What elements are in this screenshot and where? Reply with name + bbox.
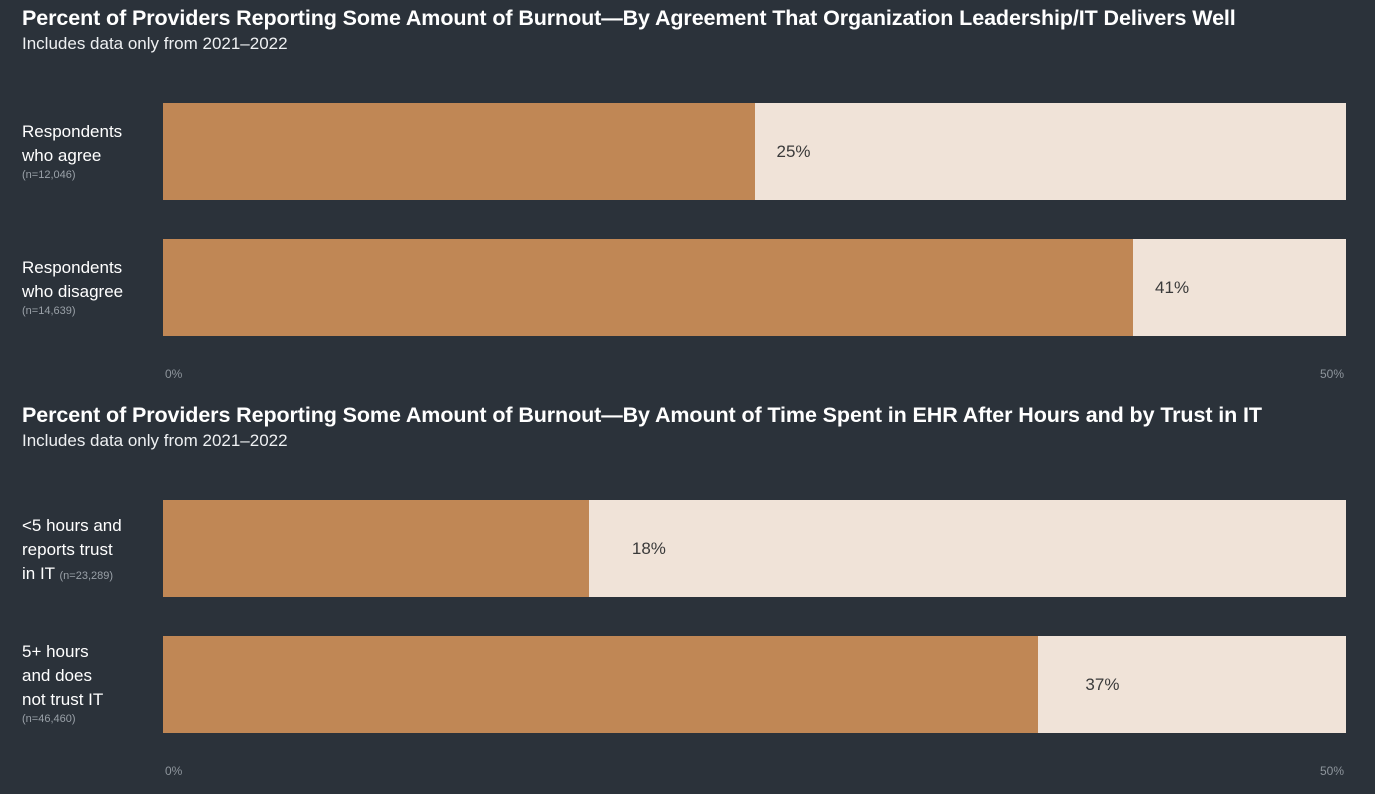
sample-size: (n=46,460) <box>22 713 76 725</box>
category-label-line3: in IT <box>22 564 55 583</box>
x-tick-label: 0% <box>165 367 183 381</box>
category-label-agree: Respondents who agree (n=12,046) <box>22 120 157 182</box>
x-tick-label: 50% <box>1320 764 1345 778</box>
data-label: 37% <box>1085 674 1120 694</box>
bar-track: 18% <box>163 500 1346 597</box>
data-label: 41% <box>1155 277 1190 297</box>
bar <box>163 500 589 597</box>
category-label-line1: Respondents <box>22 258 123 277</box>
bar <box>163 103 755 200</box>
chart-subtitle: Includes data only from 2021–2022 <box>22 431 288 450</box>
bar-track: 41% <box>163 239 1346 336</box>
chart-panel-1: Percent of Providers Reporting Some Amou… <box>22 6 1346 381</box>
category-label-line1: Respondents <box>22 122 123 141</box>
chart-title: Percent of Providers Reporting Some Amou… <box>22 403 1262 427</box>
category-label-trust: <5 hours and reports trust in IT (n=23,2… <box>22 514 157 586</box>
sample-size: (n=23,289) <box>59 570 114 582</box>
bar-track: 37% <box>163 636 1346 733</box>
bar-track: 25% <box>163 103 1346 200</box>
category-label-line2: who agree <box>22 146 102 165</box>
data-label: 18% <box>631 538 666 558</box>
x-tick-label: 0% <box>165 764 183 778</box>
category-label-line3: not trust IT <box>22 690 104 709</box>
sample-size: (n=12,046) <box>22 169 76 181</box>
category-label-line1: 5+ hours <box>22 642 89 661</box>
x-tick-label: 50% <box>1320 367 1345 381</box>
bar <box>163 239 1134 336</box>
bar <box>163 636 1039 733</box>
category-label-line2: and does <box>22 666 92 685</box>
category-label-line2: who disagree <box>22 282 124 301</box>
chart-panel-2: Percent of Providers Reporting Some Amou… <box>0 397 1375 794</box>
category-label-disagree: Respondents who disagree (n=14,639) <box>22 256 157 318</box>
sample-size: (n=14,639) <box>22 305 76 317</box>
category-label-no-trust: 5+ hours and does not trust IT (n=46,460… <box>22 640 157 726</box>
chart-title: Percent of Providers Reporting Some Amou… <box>22 6 1236 30</box>
category-label-line2: reports trust <box>22 540 113 559</box>
chart-subtitle: Includes data only from 2021–2022 <box>22 34 288 53</box>
category-label-line1: <5 hours and <box>22 516 122 535</box>
data-label: 25% <box>776 141 811 161</box>
